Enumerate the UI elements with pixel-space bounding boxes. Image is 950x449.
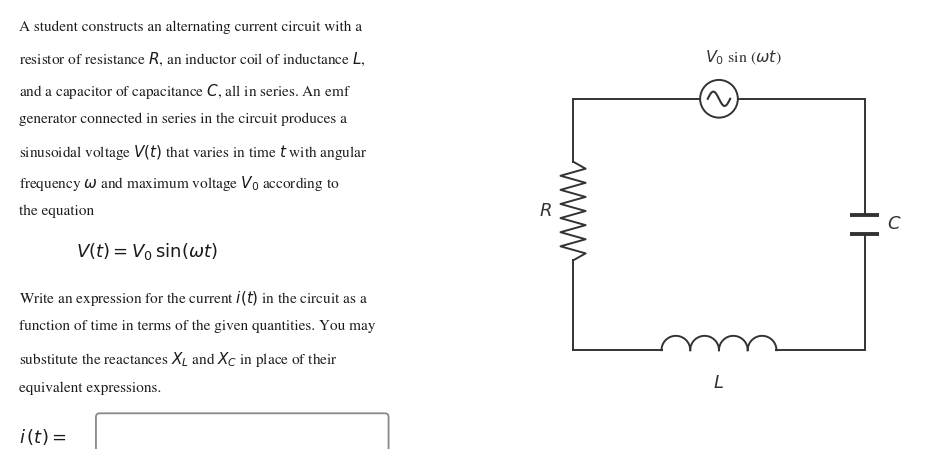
Text: A student constructs an alternating current circuit with a: A student constructs an alternating curr… xyxy=(19,20,362,34)
Text: function of time in terms of the given quantities. You may: function of time in terms of the given q… xyxy=(19,320,375,333)
Text: $L$: $L$ xyxy=(713,375,725,392)
Text: $C$: $C$ xyxy=(887,216,902,233)
FancyBboxPatch shape xyxy=(96,414,389,449)
Text: equivalent expressions.: equivalent expressions. xyxy=(19,381,162,395)
Text: the equation: the equation xyxy=(19,205,94,218)
Text: and a capacitor of capacitance $C$, all in series. An emf: and a capacitor of capacitance $C$, all … xyxy=(19,82,351,101)
Text: sinusoidal voltage $V(t)$ that varies in time $t$ with angular: sinusoidal voltage $V(t)$ that varies in… xyxy=(19,143,368,162)
Text: resistor of resistance $R$, an inductor coil of inductance $L$,: resistor of resistance $R$, an inductor … xyxy=(19,51,366,68)
Circle shape xyxy=(700,80,738,118)
Text: frequency $\omega$ and maximum voltage $V_0$ according to: frequency $\omega$ and maximum voltage $… xyxy=(19,174,339,193)
Text: Write an expression for the current $i(t)$ in the circuit as a: Write an expression for the current $i(t… xyxy=(19,289,368,308)
Text: generator connected in series in the circuit produces a: generator connected in series in the cir… xyxy=(19,113,347,126)
Text: $i\,(t) =$: $i\,(t) =$ xyxy=(19,427,66,447)
Text: substitute the reactances $X_L$ and $X_C$ in place of their: substitute the reactances $X_L$ and $X_C… xyxy=(19,351,338,370)
Text: $R$: $R$ xyxy=(539,202,552,220)
Text: $V(t) = V_0\,\mathrm{sin}(\omega t)$: $V(t) = V_0\,\mathrm{sin}(\omega t)$ xyxy=(76,241,218,262)
Text: $V_0$ sin ($\omega t$): $V_0$ sin ($\omega t$) xyxy=(705,49,782,67)
